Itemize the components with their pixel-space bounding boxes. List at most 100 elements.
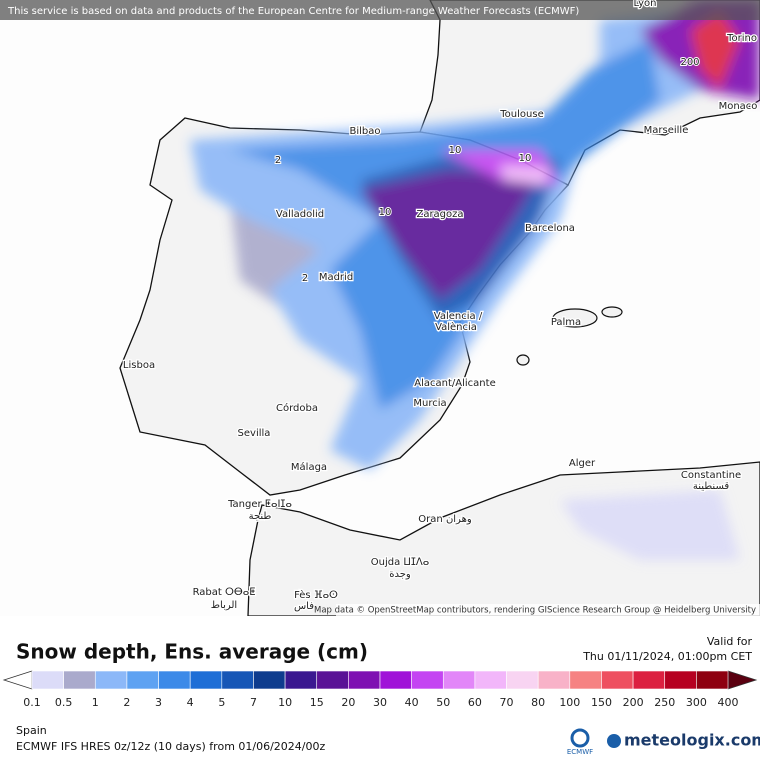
city-label: Córdoba	[276, 402, 318, 414]
legend-tick-label: 400	[718, 696, 739, 709]
ecmwf-icon	[570, 728, 590, 748]
legend-swatch	[537, 670, 571, 690]
city-label: Toulouse	[499, 109, 543, 120]
legend-tick-label: 10	[278, 696, 292, 709]
city-label: وجدة	[389, 569, 411, 580]
legend-swatch	[348, 670, 381, 690]
city-label: Valladolid	[276, 209, 324, 220]
legend-tick-label: 30	[373, 696, 387, 709]
legend-tick-label: 250	[654, 696, 675, 709]
legend-swatch	[442, 670, 476, 690]
city-label: طنجة	[249, 511, 272, 522]
attribution-bg	[336, 604, 760, 616]
legend-tick-label: 80	[531, 696, 545, 709]
city-label: فاس	[294, 601, 314, 612]
city-label: Monaco	[719, 101, 758, 112]
contour-label: 2	[302, 273, 308, 284]
map	[119, 0, 760, 617]
title: Snow depth, Ens. average (cm)	[16, 640, 368, 664]
valid-label: Valid for	[707, 635, 753, 648]
city-label: Fès ⴼⴰⵙ	[294, 589, 338, 601]
legend-swatch	[63, 670, 96, 690]
legend-swatch	[31, 670, 64, 690]
city-label: Málaga	[291, 461, 327, 473]
city-label: València	[435, 321, 477, 333]
city-label: قسنطينة	[693, 481, 730, 492]
contour-label: 2	[275, 155, 281, 166]
city-label: Rabat ⵔⴱⴰⵟ	[193, 587, 256, 598]
city-label: Lyon	[633, 0, 656, 9]
legend-tick-label: 20	[341, 696, 355, 709]
legend-swatch	[253, 670, 286, 690]
legend-swatch	[284, 670, 318, 690]
snow-field	[190, 0, 760, 560]
city-label: Palma	[551, 317, 581, 328]
brand-icon	[607, 734, 621, 748]
legend-swatch	[316, 670, 349, 690]
legend-swatch	[94, 670, 128, 690]
legend-tick-label: 5	[218, 696, 225, 709]
legend-tick-label: 2	[123, 696, 130, 709]
brand: meteologix.com	[624, 731, 760, 750]
model: ECMWF IFS HRES 0z/12z (10 days) from 01/…	[16, 740, 326, 753]
legend-swatch	[632, 670, 666, 690]
legend-swatch	[696, 670, 729, 690]
city-label: Oujda ⵡⵊⴷⴰ	[371, 557, 430, 568]
legend-tick-label: 15	[310, 696, 324, 709]
legend-tick-label: 60	[468, 696, 482, 709]
banner: This service is based on data and produc…	[7, 6, 579, 17]
legend-tick-label: 70	[500, 696, 514, 709]
legend-swatch	[506, 670, 539, 690]
region: Spain	[16, 724, 47, 737]
city-label: Torino	[726, 33, 757, 44]
legend-tick-label: 200	[623, 696, 644, 709]
city-label: Marseille	[644, 125, 689, 136]
contour-label: 200	[680, 57, 699, 68]
legend-swatch	[411, 670, 444, 690]
legend-tick-label: 300	[686, 696, 707, 709]
legend-tick-label: 3	[155, 696, 162, 709]
attribution: Map data © OpenStreetMap contributors, r…	[314, 606, 756, 616]
menorca	[601, 306, 623, 318]
valid-time: Thu 01/11/2024, 01:00pm CET	[582, 650, 752, 663]
legend-tick-label: 100	[559, 696, 580, 709]
legend-tick-label: 7	[250, 696, 257, 709]
city-label: Sevilla	[238, 428, 271, 439]
legend-swatch	[474, 670, 507, 690]
mallorca	[552, 308, 598, 328]
city-label: Zaragoza	[416, 209, 463, 220]
legend-tick-label: 0.5	[55, 696, 73, 709]
city-label: Alacant/Alicante	[414, 378, 495, 389]
city-label: Madrid	[319, 272, 353, 283]
legend-swatch	[221, 670, 254, 690]
legend-tick-label: 4	[187, 696, 194, 709]
city-label: Valencia /	[434, 311, 483, 322]
legend-swatch	[664, 670, 697, 690]
legend-swatch	[189, 670, 223, 690]
legend-swatch	[158, 670, 191, 690]
contour-label: 10	[519, 153, 532, 164]
legend-swatch	[126, 670, 159, 690]
city-label: Alger	[569, 458, 596, 469]
ibiza	[516, 354, 530, 366]
banner-bg	[0, 0, 760, 20]
legend-tick-label: 1	[92, 696, 99, 709]
city-label: Murcia	[413, 398, 446, 409]
legend-tick-label: 150	[591, 696, 612, 709]
ecmwf-logo: ECMWF	[567, 748, 593, 756]
legend-tick-label: 40	[405, 696, 419, 709]
legend-tick-label: 0.1	[23, 696, 41, 709]
city-label: Bilbao	[349, 126, 380, 137]
city-label: Barcelona	[525, 223, 575, 234]
legend-tick-label: 50	[436, 696, 450, 709]
city-label: الرباط	[211, 600, 237, 611]
contour-label: 10	[449, 145, 462, 156]
city-label: Lisboa	[123, 360, 155, 371]
legend-swatch	[601, 670, 634, 690]
legend-swatch	[379, 670, 412, 690]
legend-swatch	[569, 670, 602, 690]
city-label: Oran وهران	[418, 514, 472, 525]
contour-label: 10	[379, 207, 392, 218]
city-label: Constantine	[681, 470, 741, 481]
